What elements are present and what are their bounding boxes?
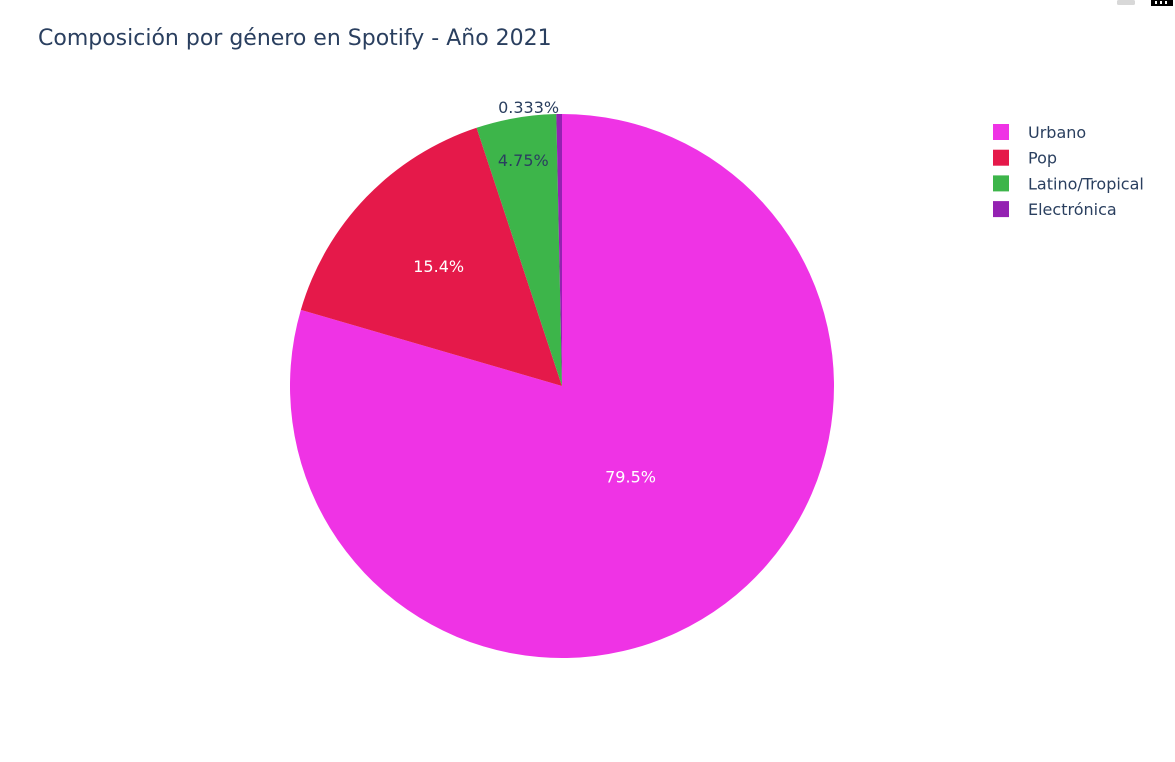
legend-swatch bbox=[993, 175, 1009, 192]
slice-label-urbano: 79.5% bbox=[605, 467, 656, 486]
pie-slice-electronica[interactable] bbox=[556, 114, 562, 386]
plotly-logo-icon[interactable] bbox=[1151, 0, 1173, 6]
legend-item-pop[interactable]: Pop bbox=[993, 149, 1057, 168]
modebar bbox=[1115, 0, 1175, 6]
legend-item-urbano[interactable]: Urbano bbox=[993, 123, 1086, 142]
labels-layer: 79.5% 15.4% 4.75% 0.333% bbox=[413, 98, 656, 486]
legend-swatch bbox=[993, 201, 1009, 218]
slice-label-pop: 15.4% bbox=[413, 257, 464, 276]
chart-title: Composición por género en Spotify - Año … bbox=[38, 26, 552, 51]
pie-slice-latino-tropical[interactable] bbox=[476, 114, 562, 386]
slice-label-latino-tropical: 4.75% bbox=[498, 151, 549, 170]
legend-label: Electrónica bbox=[1028, 200, 1117, 219]
legend: Urbano Pop Latino/Tropical Electrónica bbox=[993, 123, 1144, 219]
legend-item-electronica[interactable]: Electrónica bbox=[993, 200, 1117, 219]
legend-swatch bbox=[993, 149, 1009, 166]
camera-icon[interactable] bbox=[1115, 0, 1137, 6]
legend-label: Urbano bbox=[1028, 123, 1086, 142]
slices-layer bbox=[289, 114, 834, 658]
slice-label-electronica: 0.333% bbox=[498, 98, 559, 117]
pie-slice-pop[interactable] bbox=[300, 127, 562, 386]
legend-label: Pop bbox=[1028, 149, 1057, 168]
legend-item-latino-tropical[interactable]: Latino/Tropical bbox=[993, 174, 1144, 193]
legend-label: Latino/Tropical bbox=[1028, 174, 1144, 193]
legend-swatch bbox=[993, 124, 1009, 140]
